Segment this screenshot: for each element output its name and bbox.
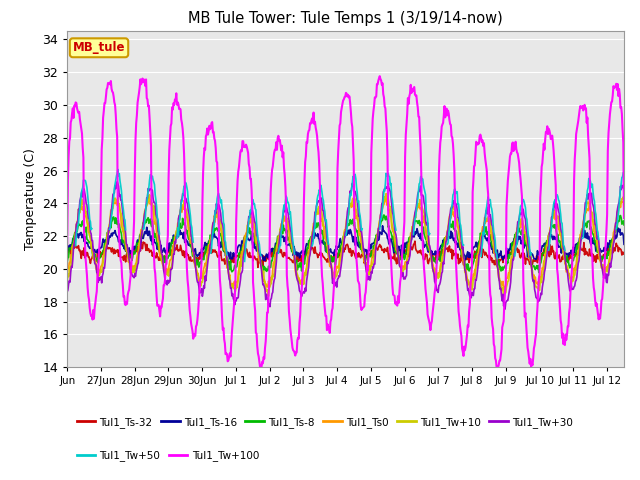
Title: MB Tule Tower: Tule Temps 1 (3/19/14-now): MB Tule Tower: Tule Temps 1 (3/19/14-now… — [188, 11, 503, 26]
Text: MB_tule: MB_tule — [73, 41, 125, 54]
Legend: Tul1_Tw+50, Tul1_Tw+100: Tul1_Tw+50, Tul1_Tw+100 — [72, 446, 263, 466]
Y-axis label: Temperature (C): Temperature (C) — [24, 148, 36, 250]
